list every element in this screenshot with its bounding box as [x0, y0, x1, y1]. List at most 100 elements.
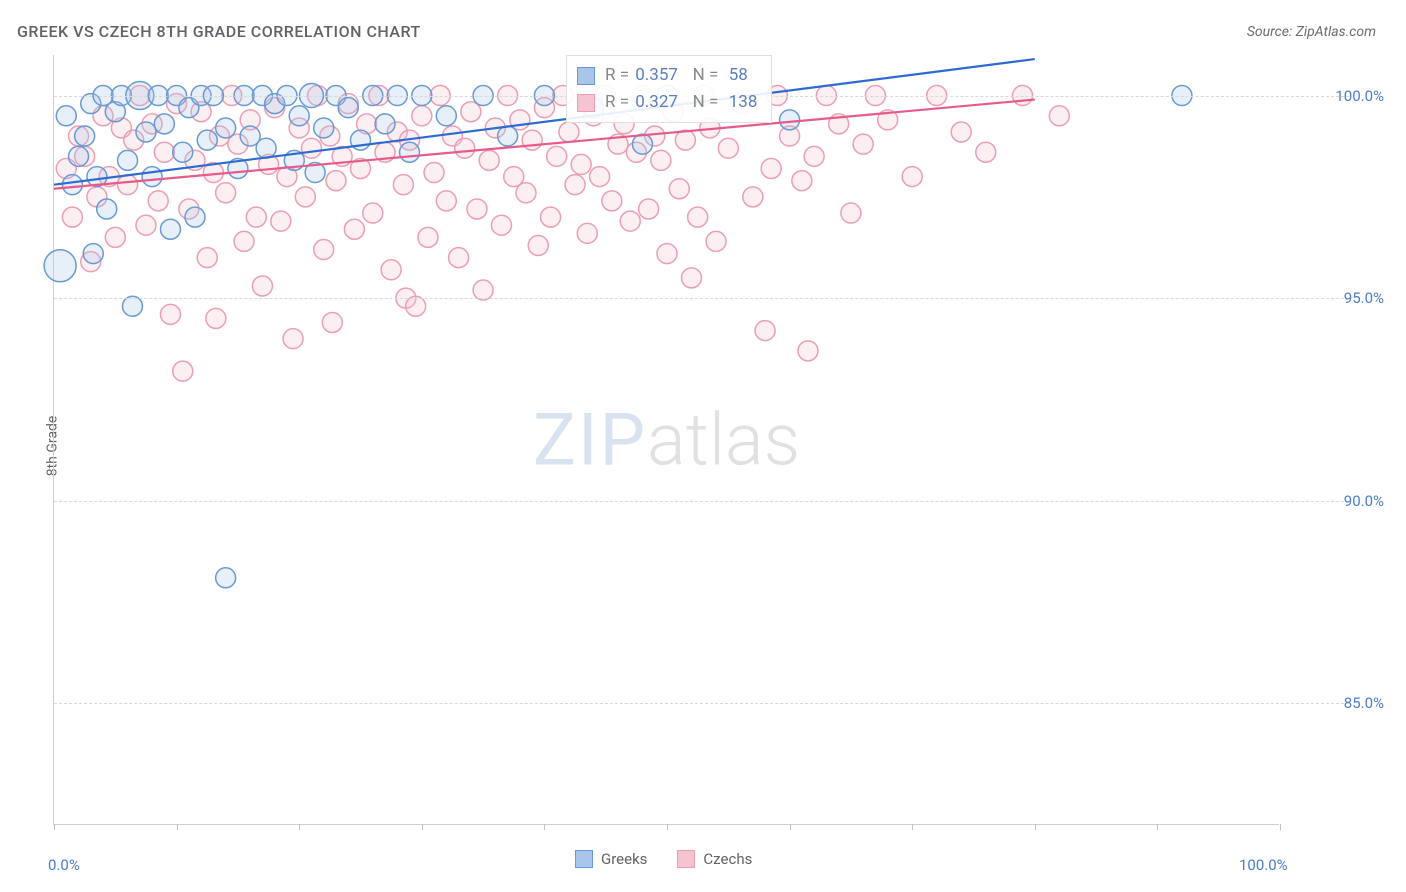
scatter-marker — [118, 175, 138, 195]
legend-stat: R = 0.357 N = 58 — [603, 62, 748, 89]
scatter-marker — [252, 276, 272, 296]
scatter-marker — [75, 126, 95, 146]
scatter-marker — [234, 231, 254, 251]
plot-area: ZIPatlas — [53, 55, 1279, 825]
x-tick-mark — [667, 824, 668, 830]
scatter-marker — [467, 199, 487, 219]
scatter-marker — [473, 280, 493, 300]
scatter-marker — [804, 146, 824, 166]
scatter-marker — [449, 248, 469, 268]
series-legend-item: Greeks — [575, 850, 647, 868]
scatter-marker — [412, 106, 432, 126]
scatter-marker — [185, 207, 205, 227]
scatter-svg — [54, 55, 354, 205]
scatter-marker — [69, 146, 89, 166]
scatter-marker — [455, 138, 475, 158]
scatter-marker — [154, 142, 174, 162]
scatter-marker — [216, 183, 236, 203]
scatter-marker — [571, 154, 591, 174]
scatter-marker — [565, 175, 585, 195]
correlation-legend: R = 0.357 N = 58R = 0.327 N = 138 — [566, 55, 772, 123]
legend-stat: R = 0.327 N = 138 — [603, 89, 757, 116]
scatter-marker — [1049, 106, 1069, 126]
scatter-marker — [363, 203, 383, 223]
scatter-marker — [173, 361, 193, 381]
scatter-marker — [418, 227, 438, 247]
legend-row: R = 0.327 N = 138 — [577, 89, 757, 116]
scatter-marker — [516, 183, 536, 203]
x-tick-mark — [912, 824, 913, 830]
scatter-marker — [547, 146, 567, 166]
scatter-marker — [406, 296, 426, 316]
y-tick-label: 100.0% — [1335, 87, 1384, 105]
scatter-marker — [718, 138, 738, 158]
x-tick-mark — [422, 824, 423, 830]
scatter-marker — [632, 134, 652, 154]
series-legend-label: Greeks — [601, 850, 647, 868]
x-tick-label: 100.0% — [1239, 856, 1288, 874]
scatter-marker — [136, 215, 156, 235]
scatter-marker — [706, 231, 726, 251]
scatter-marker — [160, 304, 180, 324]
scatter-marker — [314, 240, 334, 260]
series-legend-item: Czechs — [677, 850, 752, 868]
scatter-marker — [400, 142, 420, 162]
series-legend: Greeks Czechs — [575, 850, 752, 868]
watermark-part1: ZIP — [533, 397, 647, 482]
scatter-marker — [853, 134, 873, 154]
legend-row: R = 0.357 N = 58 — [577, 62, 757, 89]
scatter-marker — [154, 114, 174, 134]
scatter-marker — [424, 163, 444, 183]
scatter-marker — [118, 150, 138, 170]
scatter-marker — [761, 158, 781, 178]
scatter-marker — [657, 244, 677, 264]
scatter-marker — [528, 235, 548, 255]
scatter-marker — [301, 138, 321, 158]
scatter-marker — [56, 106, 76, 126]
watermark: ZIPatlas — [533, 397, 800, 482]
legend-swatch — [575, 850, 593, 868]
scatter-marker — [142, 167, 162, 187]
scatter-marker — [271, 211, 291, 231]
scatter-marker — [246, 207, 266, 227]
scatter-marker — [216, 568, 236, 588]
scatter-marker — [322, 312, 342, 332]
scatter-marker — [436, 191, 456, 211]
scatter-marker — [682, 268, 702, 288]
watermark-part2: atlas — [647, 397, 800, 482]
scatter-marker — [436, 106, 456, 126]
scatter-marker — [798, 341, 818, 361]
x-tick-label: 0.0% — [48, 856, 80, 874]
scatter-marker — [216, 118, 236, 138]
scatter-marker — [136, 122, 156, 142]
correlation-chart: GREEK VS CZECH 8TH GRADE CORRELATION CHA… — [0, 0, 1406, 892]
scatter-marker — [62, 207, 82, 227]
scatter-marker — [651, 150, 671, 170]
scatter-marker — [675, 130, 695, 150]
source-prefix: Source: — [1247, 24, 1296, 40]
scatter-marker — [97, 199, 117, 219]
scatter-marker — [197, 130, 217, 150]
scatter-marker — [105, 227, 125, 247]
scatter-marker — [602, 191, 622, 211]
scatter-marker — [122, 296, 142, 316]
chart-title: GREEK VS CZECH 8TH GRADE CORRELATION CHA… — [17, 22, 421, 41]
scatter-marker — [83, 244, 103, 264]
scatter-marker — [639, 199, 659, 219]
scatter-marker — [393, 175, 413, 195]
scatter-marker — [688, 207, 708, 227]
gridline-h — [54, 298, 1349, 299]
scatter-marker — [541, 207, 561, 227]
gridline-h — [54, 703, 1349, 704]
x-tick-mark — [299, 824, 300, 830]
legend-swatch — [677, 850, 695, 868]
legend-swatch — [577, 67, 595, 85]
x-tick-mark — [1280, 824, 1281, 830]
scatter-marker — [755, 321, 775, 341]
scatter-marker — [326, 171, 346, 191]
scatter-marker — [338, 98, 358, 118]
scatter-marker — [256, 138, 276, 158]
x-tick-mark — [790, 824, 791, 830]
scatter-marker — [976, 142, 996, 162]
scatter-marker — [559, 122, 579, 142]
